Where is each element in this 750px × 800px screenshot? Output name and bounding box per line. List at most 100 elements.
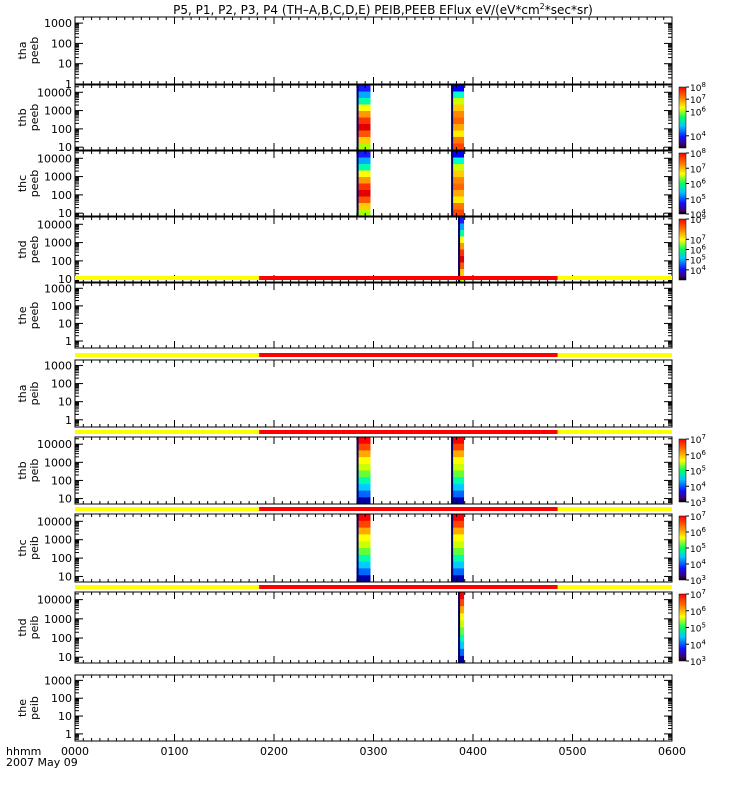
panel-frame — [74, 674, 673, 742]
x-tick-label: 0100 — [161, 745, 189, 758]
status-bar-red — [259, 430, 558, 434]
spectrogram-edge — [451, 437, 454, 504]
spectrogram-cell — [451, 151, 465, 158]
spectrogram-cell — [356, 117, 371, 125]
colorbar-label: 104 — [690, 480, 706, 493]
spectrogram-cell — [451, 534, 465, 542]
spectrogram-cell — [451, 527, 465, 535]
colorbar-label: 105 — [690, 542, 706, 555]
colorbar-label: 106 — [690, 526, 706, 539]
colorbar — [678, 86, 687, 149]
spectrogram-cell — [356, 111, 371, 118]
spectrogram-cell — [451, 157, 465, 165]
spectrogram-cell — [451, 117, 465, 125]
spectrogram-cell — [451, 203, 465, 210]
y-tick-label: 100 — [51, 552, 72, 565]
spectrogram-cell — [451, 209, 465, 217]
panel-product-label: peeb — [28, 236, 41, 264]
panel-thc-peib: 10000 1000 100 10 thc peib 107 106 105 104 103 — [16, 507, 706, 587]
spectrogram-edge — [451, 514, 454, 582]
colorbar-label: 105 — [690, 465, 706, 478]
xaxis-label: hhmm — [6, 745, 41, 758]
colorbar — [678, 218, 687, 281]
y-tick-label: 1000 — [44, 282, 72, 295]
y-tick-label: 10 — [58, 710, 72, 723]
spectrogram-edge — [458, 217, 461, 282]
colorbar-label: 106 — [690, 244, 706, 257]
x-tick-label: 0500 — [559, 745, 587, 758]
spectrogram-cell — [356, 477, 371, 485]
spectrogram-cell — [451, 164, 465, 171]
spectrogram-cell — [451, 463, 465, 471]
panel-product-label: peeb — [28, 170, 41, 198]
spectrogram-cell — [458, 243, 465, 250]
spectrogram-cell — [451, 183, 465, 191]
spectrogram-cell — [458, 249, 465, 257]
colorbar-label: 106 — [690, 449, 706, 462]
y-tick-label: 10000 — [37, 152, 72, 165]
spectrogram-edge — [451, 151, 454, 216]
spectrogram-cell — [451, 130, 465, 138]
panel-frame — [74, 359, 673, 428]
spectrogram-cell — [356, 490, 371, 498]
spectrogram-cell — [356, 190, 371, 197]
x-tick-label: 0000 — [61, 745, 89, 758]
colorbar — [678, 515, 687, 581]
spectrogram-cell — [451, 477, 465, 485]
y-tick-label: 10000 — [37, 515, 72, 528]
spectrogram-cell — [356, 177, 371, 184]
x-tick-label: 0400 — [459, 745, 487, 758]
figure-title: P5, P1, P2, P3, P4 (TH–A,B,C,D,E) PEIB,P… — [173, 2, 593, 17]
y-tick-label: 10000 — [37, 218, 72, 231]
colorbar — [678, 152, 687, 215]
y-tick-label: 1000 — [44, 359, 72, 372]
colorbar-label: 109 — [690, 213, 706, 226]
status-bar-red — [259, 276, 558, 280]
status-bar-red — [259, 507, 558, 511]
colorbar-label: 103 — [690, 496, 706, 509]
panel-frame — [74, 150, 673, 217]
spectrogram-cell — [458, 236, 465, 244]
y-tick-label: 1000 — [44, 456, 72, 469]
y-tick-label: 100 — [51, 692, 72, 705]
y-tick-label: 1000 — [44, 237, 72, 250]
panel-frame — [74, 216, 673, 283]
colorbar-label: 107 — [690, 588, 706, 601]
spectrogram-cell — [356, 497, 371, 505]
y-tick-label: 10000 — [37, 594, 72, 607]
spectrogram-cell — [356, 196, 371, 204]
panel-probe-label: the — [16, 306, 29, 324]
y-tick-label: 1 — [65, 335, 72, 348]
spectrogram-cell — [356, 520, 371, 529]
y-tick-label: 10 — [58, 396, 72, 409]
spectrogram-cell — [356, 170, 371, 178]
spectrogram-cell — [458, 262, 465, 270]
spectrogram-cell — [356, 548, 371, 556]
spectrogram-cell — [458, 223, 465, 231]
spectrogram-cell — [451, 561, 465, 569]
panel-product-label: peib — [28, 459, 41, 483]
colorbar-label: 103 — [690, 574, 706, 587]
spectrogram-cell — [451, 85, 465, 92]
spectrogram-cell — [356, 203, 371, 210]
colorbar-label: 105 — [690, 193, 706, 206]
spectrogram-cell — [451, 568, 465, 576]
spectrogram-cell — [356, 130, 371, 138]
spectrogram-cell — [458, 655, 465, 664]
panel-thb-peib: 10000 1000 100 10 thb peib 107 106 105 104 103 — [16, 430, 706, 509]
y-tick-label: 10 — [58, 493, 72, 506]
colorbar-label: 108 — [690, 81, 706, 94]
colorbar-label: 104 — [690, 638, 706, 651]
y-tick-label: 1000 — [44, 17, 72, 30]
spectrogram-cell — [356, 151, 371, 158]
spectrogram-cell — [356, 470, 371, 478]
time-axis: 0000 0100 0200 0300 0400 0500 0600 — [61, 745, 686, 758]
panel-probe-label: thd — [16, 240, 29, 258]
panel-the-peib: 1000 100 10 1 the peib — [16, 674, 673, 742]
colorbar-label: 105 — [690, 622, 706, 635]
spectrogram-cell — [356, 91, 371, 99]
y-tick-label: 1 — [65, 78, 72, 91]
